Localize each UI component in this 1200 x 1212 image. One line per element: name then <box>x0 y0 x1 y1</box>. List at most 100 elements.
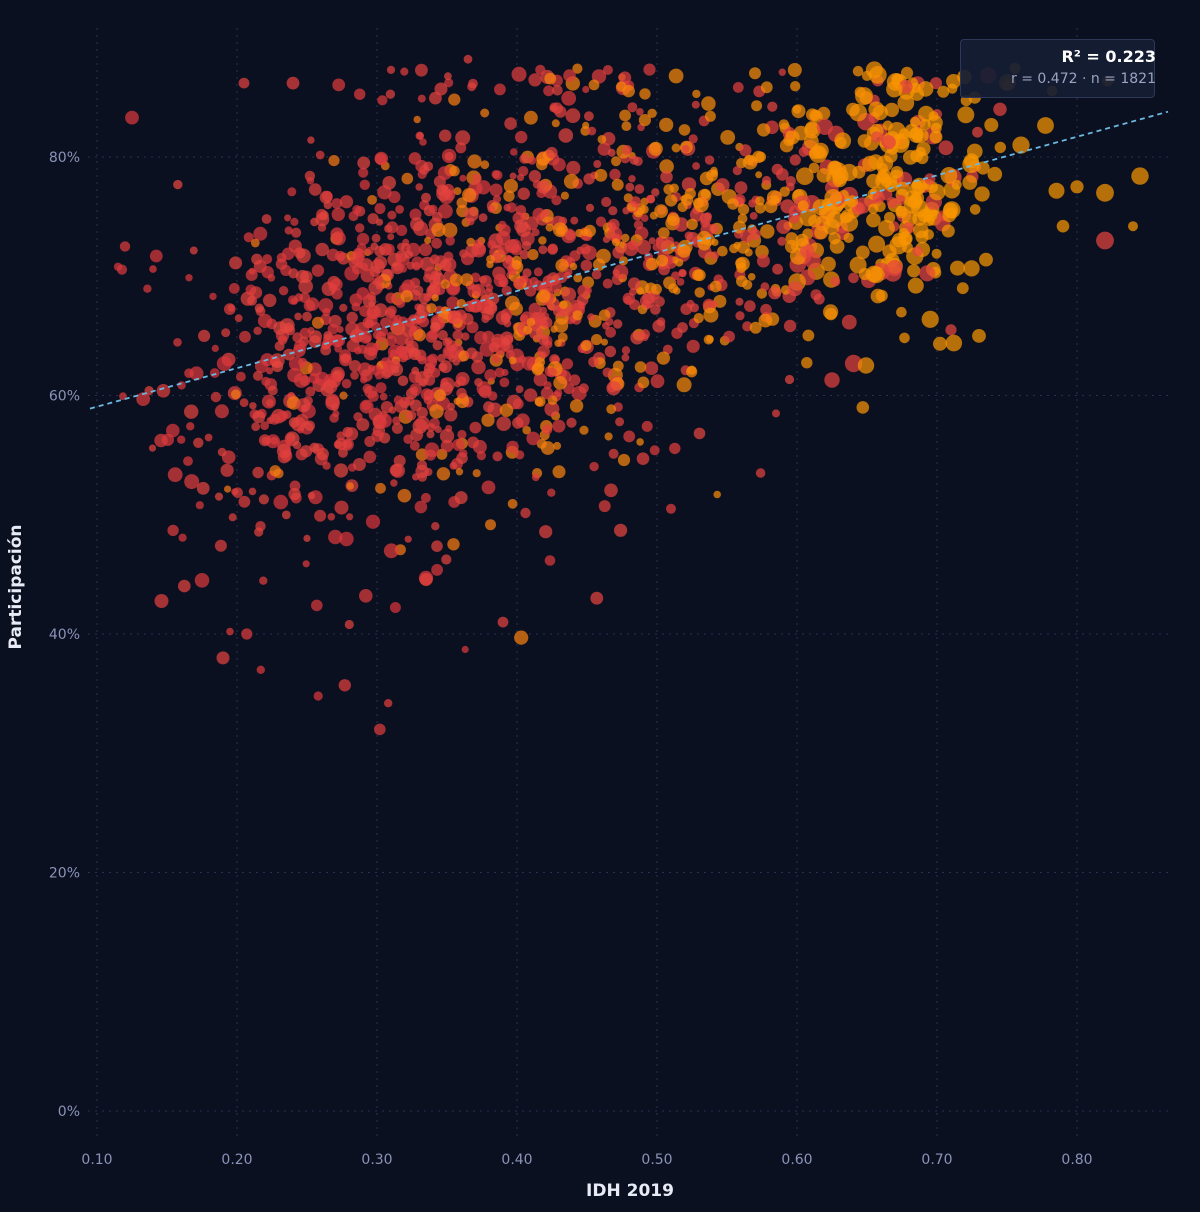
data-point <box>323 200 332 210</box>
data-point <box>656 254 669 267</box>
data-point <box>519 249 530 260</box>
data-point <box>484 369 497 382</box>
data-point <box>844 354 863 373</box>
data-point <box>204 433 213 442</box>
data-point <box>397 488 412 503</box>
data-point <box>561 90 577 106</box>
data-point <box>704 110 716 122</box>
data-point <box>417 472 428 482</box>
data-point <box>552 419 566 433</box>
data-point <box>426 423 436 432</box>
data-point <box>885 179 898 193</box>
data-point <box>430 367 441 378</box>
data-point <box>230 389 241 400</box>
data-point <box>389 314 399 324</box>
data-point <box>862 155 878 172</box>
data-point <box>607 218 620 231</box>
data-point <box>331 198 343 209</box>
data-point <box>432 340 443 351</box>
data-point <box>636 452 650 466</box>
data-point <box>371 233 381 243</box>
data-point <box>654 204 668 219</box>
data-point <box>945 334 963 352</box>
data-point <box>788 205 802 218</box>
trend-line <box>89 110 1169 410</box>
data-point <box>778 68 786 76</box>
data-point <box>840 209 855 223</box>
data-point <box>528 170 542 183</box>
data-point <box>686 218 698 230</box>
data-point <box>700 189 711 199</box>
data-point <box>400 290 413 303</box>
data-point <box>709 280 722 293</box>
data-point <box>633 220 644 230</box>
data-point <box>415 416 430 431</box>
x-tick-label: 0.60 <box>781 1152 812 1168</box>
data-point <box>267 385 278 396</box>
data-point <box>380 401 393 414</box>
data-point <box>439 129 452 142</box>
data-point <box>560 191 570 200</box>
data-point <box>573 273 583 283</box>
data-point <box>332 334 346 347</box>
data-point <box>692 162 700 170</box>
data-point <box>494 367 505 378</box>
data-point <box>353 334 362 342</box>
data-point <box>463 54 473 64</box>
data-point <box>411 256 424 269</box>
data-point <box>884 211 896 224</box>
data-point <box>455 130 471 146</box>
data-point <box>677 322 688 333</box>
data-point <box>321 342 329 350</box>
data-point <box>823 218 840 235</box>
data-point <box>907 264 921 278</box>
data-point <box>441 554 452 565</box>
data-point <box>514 219 528 233</box>
data-point <box>921 310 939 328</box>
data-point <box>392 416 401 426</box>
data-point <box>423 273 432 283</box>
data-point <box>628 175 636 183</box>
data-point <box>417 94 426 103</box>
data-point <box>636 239 651 255</box>
data-point <box>283 348 295 361</box>
data-point <box>189 246 198 255</box>
data-point <box>296 398 311 413</box>
data-point <box>647 108 657 119</box>
data-point <box>395 205 404 214</box>
data-point <box>609 168 621 181</box>
data-point <box>446 296 460 310</box>
data-point <box>327 513 336 521</box>
data-point <box>386 221 399 234</box>
data-point <box>308 373 320 384</box>
data-point <box>797 200 809 212</box>
data-point <box>339 531 354 547</box>
data-point <box>186 422 195 431</box>
data-point <box>558 128 574 143</box>
data-point <box>216 651 230 665</box>
y-tick-label: 60% <box>49 389 80 405</box>
data-point <box>336 326 344 333</box>
data-point <box>293 340 307 353</box>
data-point <box>339 391 348 400</box>
data-point <box>912 246 923 257</box>
data-point <box>342 439 353 449</box>
data-point <box>666 503 676 514</box>
data-point <box>915 230 929 244</box>
data-point <box>514 630 529 645</box>
data-point <box>328 529 343 545</box>
data-point <box>802 329 815 342</box>
data-point <box>563 173 579 189</box>
data-point <box>569 399 584 413</box>
data-point <box>868 66 887 84</box>
data-point <box>859 91 873 105</box>
data-point <box>454 491 468 505</box>
data-point <box>962 175 978 190</box>
data-point <box>423 395 433 405</box>
data-point <box>491 354 501 363</box>
trend-layer <box>89 110 1169 410</box>
data-point <box>173 179 183 190</box>
data-point <box>260 421 269 431</box>
data-point <box>539 351 547 359</box>
data-point <box>431 222 446 237</box>
